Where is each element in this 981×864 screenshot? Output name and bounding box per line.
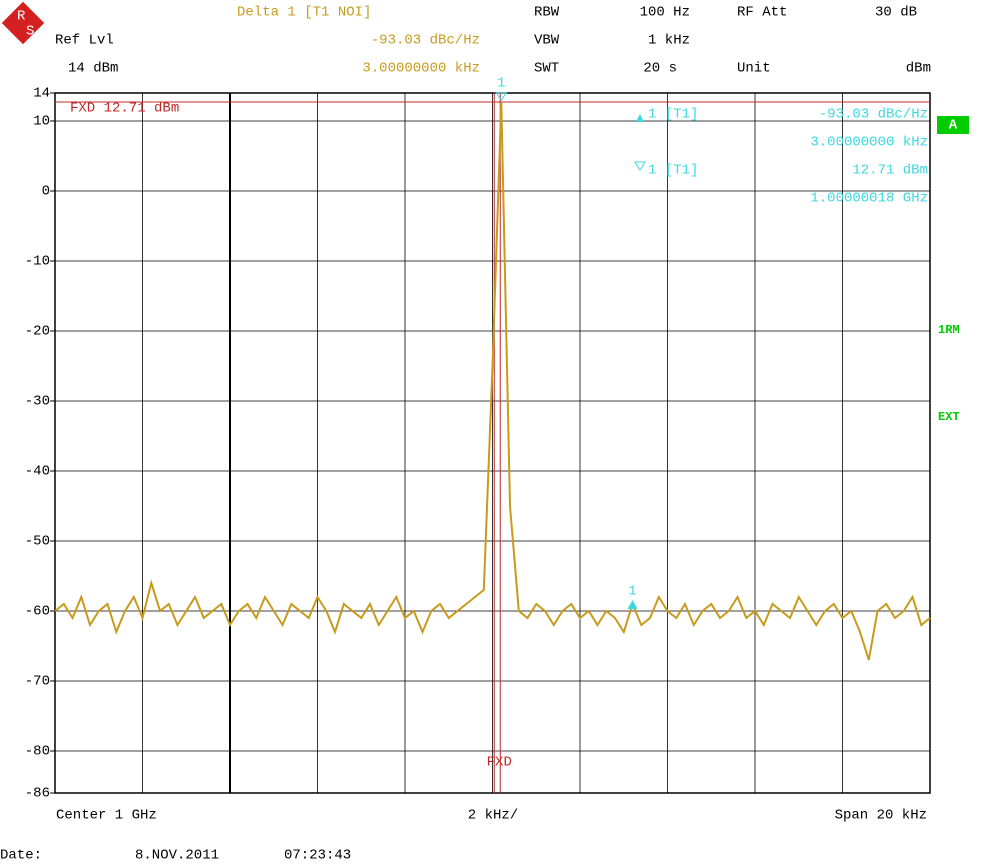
delta-freq: 3.00000000 kHz (362, 61, 480, 77)
logo-r: R (17, 9, 26, 25)
date-label: Date: (0, 848, 42, 864)
rf-att: 30 dB (875, 5, 917, 21)
delta-title: Delta 1 [T1 NOI] (237, 5, 371, 21)
delta-icon (636, 114, 644, 122)
rbw-label: RBW (534, 5, 560, 21)
fxd-freq-label: FXD (487, 755, 512, 771)
logo-diamond (1, 1, 45, 45)
delta-marker-level: -93.03 dBc/Hz (819, 107, 928, 123)
ref-lvl: 14 dBm (68, 61, 118, 77)
y-tick-label: -70 (25, 674, 50, 690)
date: 8.NOV.2011 (135, 848, 219, 864)
rbw: 100 Hz (640, 5, 690, 21)
delta-marker-name: 1 [T1] (648, 107, 698, 123)
trace (54, 101, 931, 661)
ref-lvl-label: Ref Lvl (55, 33, 114, 49)
unit-label: Unit (737, 61, 771, 77)
y-tick-label: -50 (25, 534, 50, 550)
y-tick-label: -20 (25, 324, 50, 340)
vbw: 1 kHz (648, 33, 690, 49)
y-tick-label: -30 (25, 394, 50, 410)
grid: 14 10 0 -10 -20 -30 -40 -50 -60 -70 -80 -86 (25, 86, 930, 802)
fxd-label: FXD 12.71 dBm (70, 101, 179, 117)
y-tick-label: -10 (25, 254, 50, 270)
delta-number: 1 (628, 584, 636, 600)
swt: 20 s (643, 61, 677, 77)
logo-s: S (26, 24, 34, 40)
delta-level: -93.03 dBc/Hz (371, 33, 480, 49)
center-label: Center 1 GHz (56, 808, 157, 824)
vbw-label: VBW (534, 33, 560, 49)
logo: R S (1, 1, 45, 45)
t1-marker-level: 12.71 dBm (852, 163, 928, 179)
y-tick-label: -60 (25, 604, 50, 620)
side-1rm: 1RM (938, 323, 960, 337)
t1-number: 1 (497, 76, 505, 92)
t1-icon (634, 161, 646, 171)
y-tick-label: 10 (33, 114, 50, 130)
unit: dBm (906, 61, 931, 77)
t1-marker-name: 1 [T1] (648, 163, 698, 179)
div-label: 2 kHz/ (468, 808, 518, 824)
delta-marker (627, 600, 638, 609)
side-ext: EXT (938, 410, 960, 424)
rf-att-label: RF Att (737, 5, 787, 21)
y-tick-label: -40 (25, 464, 50, 480)
t1-marker (495, 92, 508, 101)
y-tick-label: 0 (42, 184, 50, 200)
y-tick-label: -80 (25, 744, 50, 760)
y-tick-label: 14 (33, 86, 50, 102)
delta-marker-freq: 3.00000000 kHz (810, 135, 928, 151)
plot: FXD 12.71 dBm FXD 1 1 (54, 76, 931, 793)
side-a: A (949, 118, 958, 134)
side-a-box (937, 116, 969, 134)
span-label: Span 20 kHz (835, 808, 927, 824)
time: 07:23:43 (284, 848, 351, 864)
swt-label: SWT (534, 61, 559, 77)
t1-marker-freq: 1.00000018 GHz (810, 191, 928, 207)
y-tick-label: -86 (25, 786, 50, 802)
